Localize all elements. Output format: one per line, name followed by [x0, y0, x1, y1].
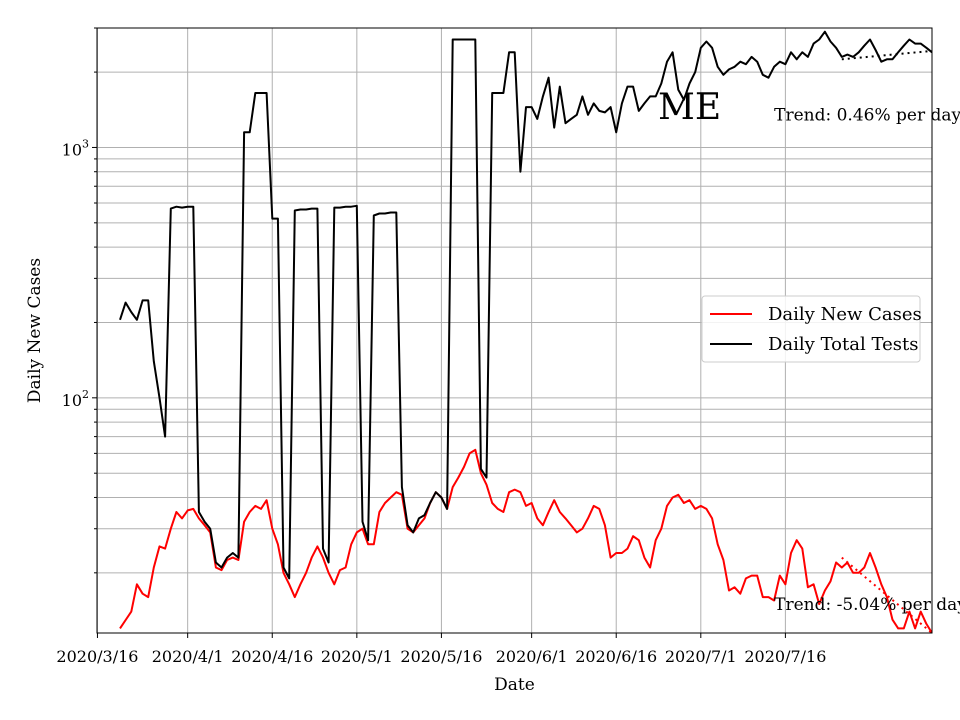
- cases-trend-line: [841, 556, 932, 633]
- cases-trend-annotation: Trend: -5.04% per day: [774, 595, 960, 615]
- axis-ticks: 2020/3/16 2020/4/1 2020/4/16 2020/5/1 2020/5…: [56, 27, 826, 666]
- state-label: ME: [658, 87, 721, 128]
- cases-series-line: [119, 448, 932, 633]
- x-tick-label: 2020/4/1: [152, 647, 224, 666]
- y-axis-label: Daily New Cases: [25, 258, 45, 403]
- legend-label-cases: Daily New Cases: [768, 304, 922, 325]
- x-axis-label: Date: [494, 675, 535, 695]
- tests-series-line: [119, 30, 932, 580]
- x-tick-label: 2020/6/16: [575, 647, 657, 666]
- y-tick-label: 103: [62, 137, 89, 159]
- legend: Daily New Cases Daily Total Tests: [701, 295, 922, 363]
- x-tick-label: 2020/4/16: [231, 647, 313, 666]
- series-layer: [119, 30, 932, 633]
- plot-frame: [96, 27, 933, 634]
- x-tick-label: 2020/6/1: [496, 647, 568, 666]
- x-tick-label: 2020/7/1: [665, 647, 737, 666]
- grid-lines: [96, 27, 932, 633]
- x-tick-label: 2020/3/16: [56, 647, 138, 666]
- legend-box: [701, 295, 921, 363]
- x-tick-label: 2020/7/16: [744, 647, 826, 666]
- tests-trend-annotation: Trend: 0.46% per day: [774, 106, 960, 126]
- y-tick-label: 102: [62, 388, 89, 410]
- legend-label-tests: Daily Total Tests: [768, 334, 918, 355]
- x-tick-label: 2020/5/1: [321, 647, 393, 666]
- x-tick-label: 2020/5/16: [400, 647, 482, 666]
